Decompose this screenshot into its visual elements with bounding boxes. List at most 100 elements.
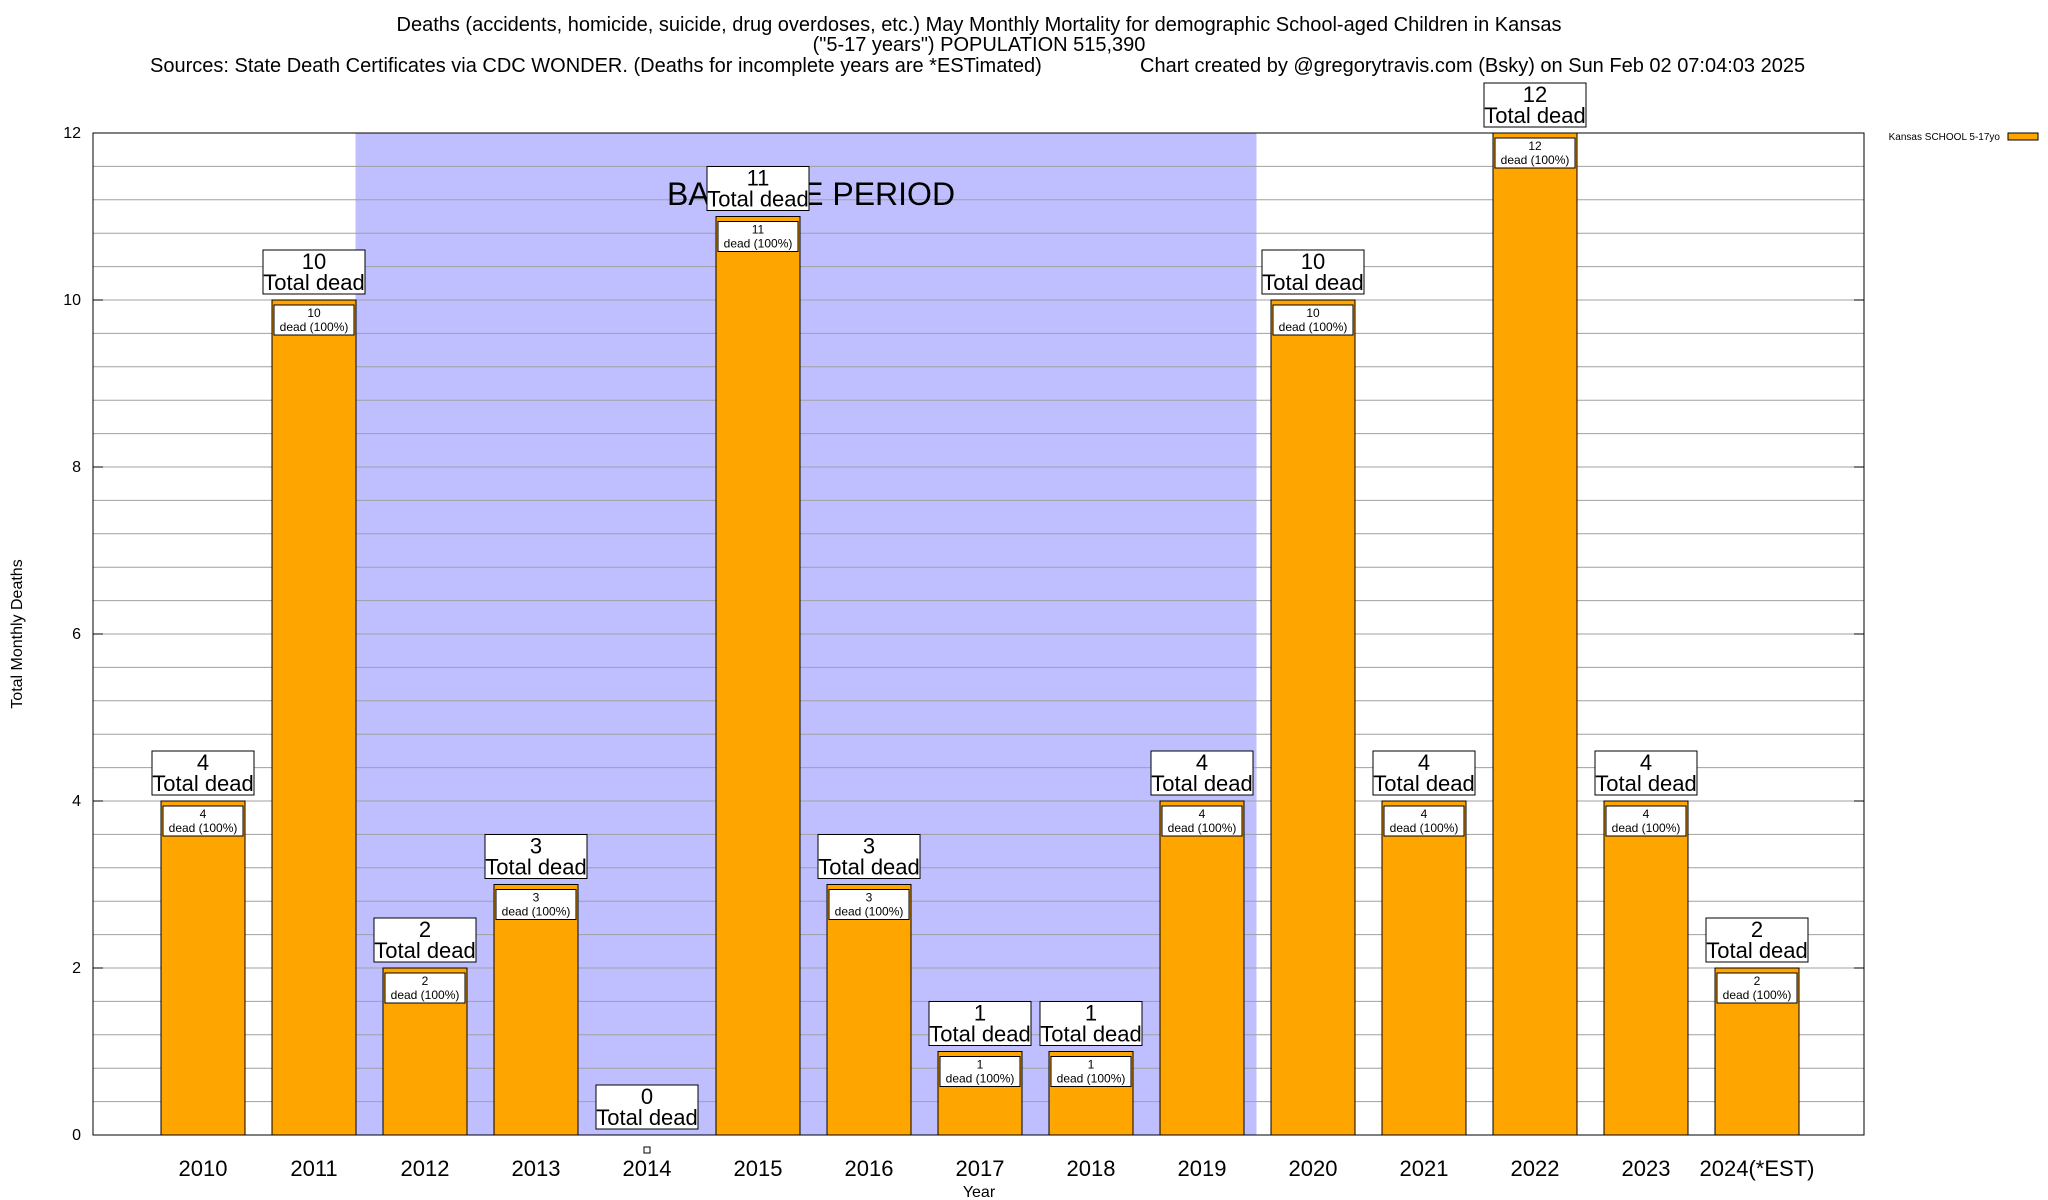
bar-inner-percent: dead (100%) [1168, 821, 1237, 835]
bar-inner-label-box [1383, 805, 1465, 837]
bar-total-label-box [706, 166, 810, 211]
y-tick-label: 0 [72, 1127, 81, 1144]
chart-title-line2: ("5-17 years") POPULATION 515,390 [813, 34, 1146, 56]
zero-point-marker [643, 1146, 651, 1154]
bar-total-count: 2 [419, 917, 431, 942]
bar-inner-percent: dead (100%) [280, 320, 349, 334]
bar [715, 216, 801, 1136]
bar-inner-percent: dead (100%) [1279, 320, 1348, 334]
bar-total-label-box [1372, 750, 1476, 796]
bar-total-label-box [373, 917, 477, 963]
bar-total-label-box [1483, 82, 1587, 128]
bar-inner-percent: dead (100%) [391, 988, 460, 1002]
chart-credit: Chart created by @gregorytravis.com (Bsk… [1140, 55, 1805, 77]
bar-total-label-box [262, 249, 366, 295]
bar-inner-count: 10 [1306, 306, 1320, 320]
bar-inner-label-box [1605, 805, 1687, 837]
x-tick-label: 2017 [956, 1156, 1005, 1181]
bar-inner-count: 3 [533, 891, 540, 905]
bar-total-text: Total dead [1706, 938, 1808, 963]
bar-total-label-box [1594, 750, 1698, 796]
bar-total-label-box [484, 834, 588, 879]
x-tick-label: 2019 [1178, 1156, 1227, 1181]
bar-inner-label-box [1161, 805, 1243, 837]
x-tick-label: 2024(*EST) [1700, 1156, 1815, 1181]
bar [160, 800, 246, 1136]
bar-inner-count: 4 [1199, 807, 1206, 821]
bar-total-count: 10 [1301, 249, 1325, 274]
bar-total-text: Total dead [1484, 103, 1586, 128]
bar-inner-percent: dead (100%) [1612, 821, 1681, 835]
y-tick-label: 4 [72, 793, 81, 810]
bar-total-label-box [1039, 1001, 1143, 1046]
bar-inner-count: 1 [977, 1058, 984, 1072]
bar-total-text: Total dead [1040, 1022, 1142, 1047]
y-tick-label: 12 [63, 125, 81, 142]
bar [271, 299, 357, 1136]
bar-total-label-box [928, 1001, 1032, 1046]
bar-inner-percent: dead (100%) [1390, 821, 1459, 835]
bar-inner-label-box [162, 805, 244, 837]
bar-total-label-box [1261, 249, 1365, 295]
bar-total-count: 11 [747, 166, 770, 191]
bar-inner-label-box [384, 972, 466, 1004]
bar-inner-percent: dead (100%) [835, 905, 904, 919]
chart-title-line1: Deaths (accidents, homicide, suicide, dr… [397, 14, 1562, 36]
bar-inner-count: 2 [422, 974, 429, 988]
x-tick-label: 2010 [179, 1156, 228, 1181]
bar-inner-percent: dead (100%) [1723, 988, 1792, 1002]
bar-total-count: 4 [1196, 750, 1208, 775]
x-tick-label: 2022 [1511, 1156, 1560, 1181]
bar-total-text: Total dead [485, 855, 587, 880]
bar-inner-label-box [495, 889, 577, 920]
bar-inner-percent: dead (100%) [724, 237, 793, 251]
bar [1381, 800, 1467, 1136]
y-axis-label: Total Monthly Deaths [9, 559, 26, 708]
x-tick-label: 2018 [1067, 1156, 1116, 1181]
bar-inner-label-box [1272, 304, 1354, 336]
x-tick-label: 2021 [1400, 1156, 1449, 1181]
bar-total-text: Total dead [152, 771, 254, 796]
bar-inner-label-box [1050, 1056, 1132, 1087]
bar-total-count: 10 [302, 249, 326, 274]
y-tick-label: 2 [72, 960, 81, 977]
bar-inner-count: 12 [1528, 139, 1542, 153]
bar [1603, 800, 1689, 1136]
x-tick-label: 2016 [845, 1156, 894, 1181]
x-tick-label: 2020 [1289, 1156, 1338, 1181]
bars: 2010 2011 2012 2013 2014 2015 2016 2017 2018 2019… [160, 132, 1815, 1181]
bar-inner-label-box [717, 221, 799, 252]
x-tick-label: 2014 [623, 1156, 672, 1181]
bar-total-label-box [817, 834, 921, 879]
bar-inner-label-box [273, 304, 355, 336]
y-tick-label: 8 [72, 459, 81, 476]
legend: Kansas SCHOOL 5-17yo [1889, 132, 2039, 143]
x-tick-label: 2012 [401, 1156, 450, 1181]
x-tick-label: 2013 [512, 1156, 561, 1181]
bar [1492, 132, 1578, 1136]
bar-inner-percent: dead (100%) [169, 821, 238, 835]
bar-total-count: 4 [1640, 750, 1652, 775]
bar-total-label-box [595, 1084, 699, 1130]
bar-total-text: Total dead [1373, 771, 1475, 796]
bar-total-text: Total dead [1595, 771, 1697, 796]
bar-inner-label-box [939, 1056, 1021, 1087]
y-tick-label: 6 [72, 626, 81, 643]
bar-total-count: 4 [197, 750, 209, 775]
bar [826, 884, 912, 1136]
bar-inner-percent: dead (100%) [502, 905, 571, 919]
bar-inner-count: 2 [1754, 974, 1761, 988]
bar-total-count: 12 [1523, 82, 1547, 107]
bar-total-text: Total dead [596, 1105, 698, 1130]
bar [493, 884, 579, 1136]
chart-sources: Sources: State Death Certificates via CD… [150, 55, 1042, 77]
bar-total-count: 4 [1418, 750, 1430, 775]
bar-total-text: Total dead [374, 938, 476, 963]
bar-inner-label-box [1494, 137, 1576, 169]
bar-inner-count: 4 [1421, 807, 1428, 821]
bar-total-text: Total dead [1262, 270, 1364, 295]
